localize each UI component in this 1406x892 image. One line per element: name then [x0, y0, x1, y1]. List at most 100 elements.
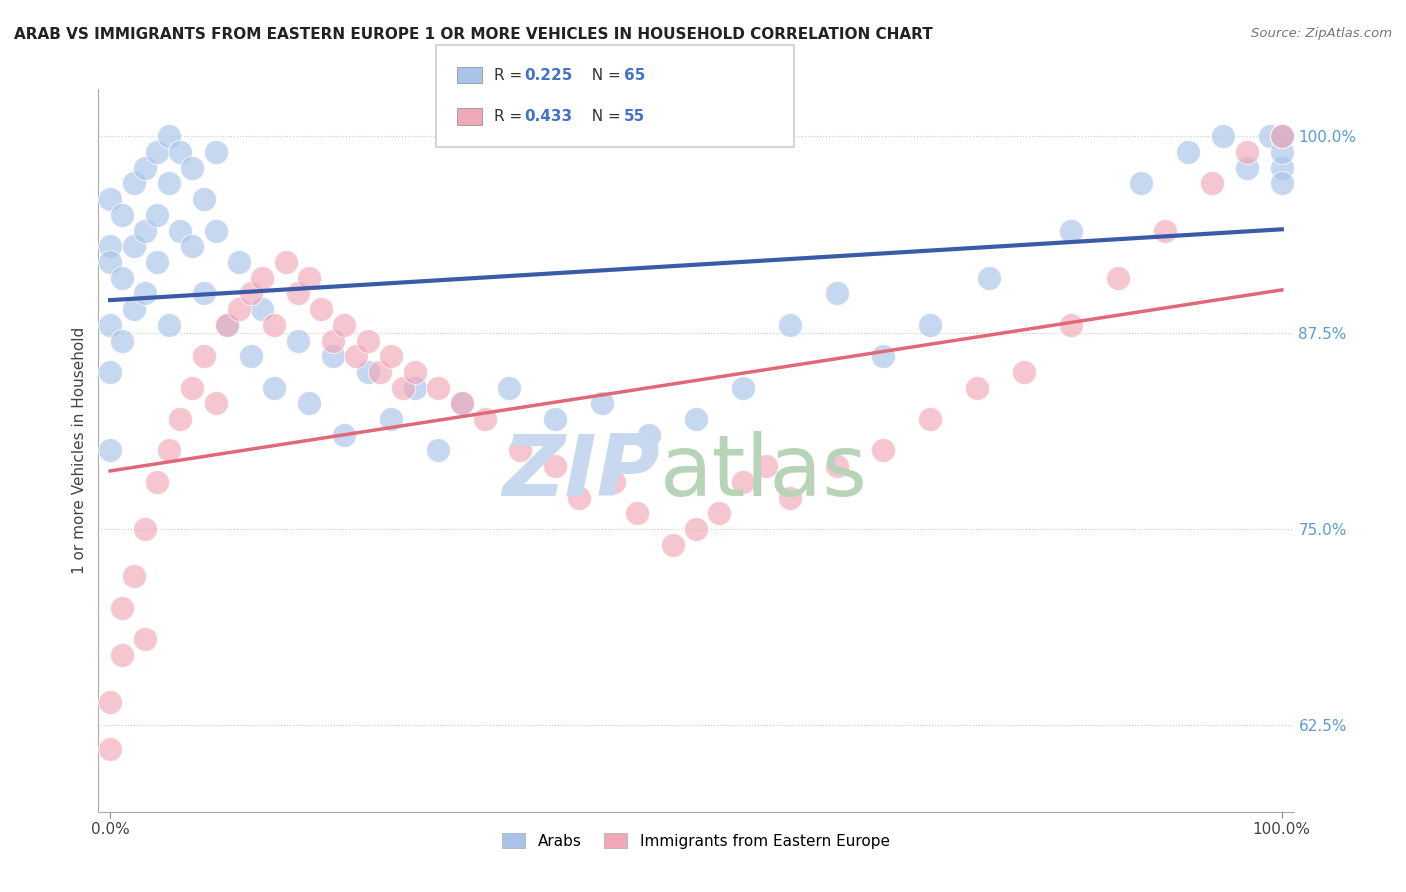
Point: [1201, 177, 1223, 191]
Point: [1012, 365, 1035, 379]
Point: [685, 412, 707, 426]
Point: [1060, 318, 1083, 332]
Point: [591, 396, 613, 410]
Point: [181, 381, 204, 395]
Point: [134, 522, 156, 536]
Point: [122, 239, 145, 253]
Point: [298, 396, 321, 410]
Point: [309, 302, 332, 317]
Point: [157, 177, 180, 191]
Point: [98, 742, 121, 756]
Point: [779, 491, 801, 505]
Point: [122, 302, 145, 317]
Text: N =: N =: [582, 68, 626, 83]
Point: [204, 396, 226, 410]
Point: [157, 318, 180, 332]
Point: [357, 365, 380, 379]
Point: [157, 129, 180, 144]
Point: [357, 334, 380, 348]
Point: [274, 255, 297, 269]
Point: [568, 491, 591, 505]
Point: [661, 538, 683, 552]
Point: [181, 161, 204, 175]
Point: [239, 286, 262, 301]
Point: [111, 270, 134, 285]
Point: [1153, 223, 1175, 237]
Point: [204, 223, 226, 237]
Point: [544, 459, 567, 474]
Point: [134, 161, 156, 175]
Point: [872, 443, 894, 458]
Point: [977, 270, 1000, 285]
Point: [1271, 145, 1294, 159]
Point: [287, 334, 309, 348]
Point: [474, 412, 496, 426]
Point: [169, 412, 191, 426]
Point: [404, 381, 426, 395]
Point: [98, 192, 121, 206]
Point: [111, 600, 134, 615]
Point: [193, 349, 215, 363]
Point: [731, 475, 754, 489]
Y-axis label: 1 or more Vehicles in Household: 1 or more Vehicles in Household: [72, 326, 87, 574]
Point: [98, 318, 121, 332]
Point: [169, 223, 191, 237]
Point: [122, 177, 145, 191]
Point: [217, 318, 239, 332]
Point: [322, 334, 344, 348]
Point: [450, 396, 472, 410]
Point: [298, 270, 321, 285]
Point: [603, 475, 626, 489]
Point: [825, 286, 848, 301]
Point: [157, 443, 180, 458]
Point: [709, 506, 731, 520]
Point: [1130, 177, 1153, 191]
Point: [1271, 129, 1294, 144]
Point: [1236, 145, 1258, 159]
Point: [228, 302, 250, 317]
Point: [731, 381, 754, 395]
Point: [146, 475, 169, 489]
Point: [134, 286, 156, 301]
Point: [685, 522, 707, 536]
Point: [322, 349, 344, 363]
Point: [252, 270, 274, 285]
Point: [509, 443, 531, 458]
Point: [626, 506, 648, 520]
Point: [1271, 161, 1294, 175]
Point: [98, 365, 121, 379]
Point: [427, 443, 450, 458]
Point: [779, 318, 801, 332]
Point: [825, 459, 848, 474]
Text: R =: R =: [494, 68, 527, 83]
Point: [169, 145, 191, 159]
Point: [368, 365, 391, 379]
Text: ZIP: ZIP: [502, 431, 661, 514]
Point: [427, 381, 450, 395]
Point: [1177, 145, 1199, 159]
Point: [1271, 129, 1294, 144]
Point: [111, 648, 134, 662]
Point: [1060, 223, 1083, 237]
Point: [380, 349, 402, 363]
Point: [544, 412, 567, 426]
Point: [1236, 161, 1258, 175]
Point: [872, 349, 894, 363]
Point: [239, 349, 262, 363]
Point: [344, 349, 367, 363]
Point: [193, 286, 215, 301]
Point: [181, 239, 204, 253]
Point: [920, 318, 942, 332]
Text: Source: ZipAtlas.com: Source: ZipAtlas.com: [1251, 27, 1392, 40]
Point: [498, 381, 520, 395]
Point: [146, 208, 169, 222]
Point: [122, 569, 145, 583]
Point: [380, 412, 402, 426]
Text: 0.433: 0.433: [524, 109, 572, 124]
Point: [193, 192, 215, 206]
Text: ARAB VS IMMIGRANTS FROM EASTERN EUROPE 1 OR MORE VEHICLES IN HOUSEHOLD CORRELATI: ARAB VS IMMIGRANTS FROM EASTERN EUROPE 1…: [14, 27, 932, 42]
Point: [333, 427, 356, 442]
Point: [1212, 129, 1234, 144]
Point: [146, 255, 169, 269]
Legend: Arabs, Immigrants from Eastern Europe: Arabs, Immigrants from Eastern Europe: [496, 827, 896, 855]
